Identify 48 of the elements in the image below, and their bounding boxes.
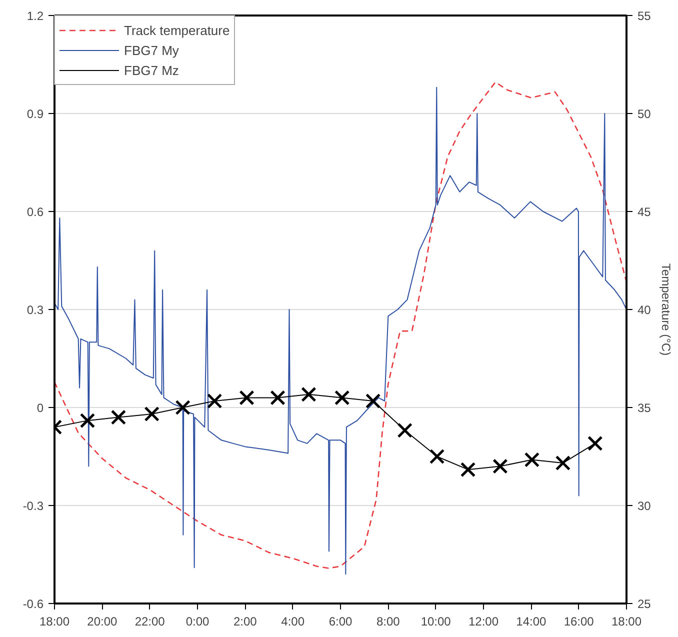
y-tick-label: 0 (36, 401, 44, 415)
y-tick-label: -0.6 (22, 597, 44, 611)
point (588, 436, 603, 452)
x-tick-label: 10:00 (420, 614, 452, 628)
point (334, 390, 350, 406)
point (80, 412, 96, 428)
y2-tick-label: 30 (638, 499, 652, 513)
point (144, 406, 160, 422)
x-tick-label: 14:00 (516, 614, 547, 628)
point (397, 422, 412, 438)
x-tick-label: 16:00 (564, 614, 594, 628)
y2-tick-label: 40 (638, 303, 652, 317)
y-tick-label: 0.3 (26, 303, 44, 317)
x-tick-label: 22:00 (134, 614, 166, 628)
x-tick-label: 0:00 (186, 614, 210, 628)
x-tick-label: 4:00 (281, 614, 305, 628)
y-tick-label: 1.2 (26, 9, 44, 23)
x-tick-label: 18:00 (39, 614, 70, 628)
legend-label: FBG7 My (124, 42, 179, 58)
y-tick-label: 0.9 (26, 107, 44, 121)
x-tick-label: 20:00 (87, 614, 118, 628)
legend-label: FBG7 Mz (124, 62, 179, 78)
point (175, 400, 190, 416)
point (301, 386, 316, 402)
y2-tick-label: 50 (638, 107, 652, 121)
point (492, 458, 508, 474)
point (239, 390, 254, 406)
x-tick-label: 6:00 (328, 614, 353, 628)
x-tick-label: 2:00 (233, 614, 258, 628)
legend-label: Track temperature (124, 22, 230, 38)
y2-axis-title: Temperature (°C) (658, 263, 673, 356)
y2-tick-label: 25 (638, 597, 652, 611)
y2-tick-label: 35 (638, 401, 652, 415)
y-tick-label: 0.6 (26, 205, 44, 219)
point (270, 390, 286, 406)
point (555, 455, 571, 471)
point (524, 452, 540, 468)
y2-tick-label: 45 (638, 205, 652, 219)
point (460, 462, 476, 478)
x-tick-label: 8:00 (376, 614, 400, 628)
y2-tick-label: 55 (638, 9, 652, 23)
x-tick-label: 12:00 (468, 614, 499, 628)
x-tick-label: 18:00 (611, 614, 642, 628)
point (110, 410, 126, 425)
point (206, 393, 222, 409)
point (429, 448, 445, 464)
y-tick-label: -0.3 (22, 499, 44, 513)
point (365, 393, 381, 409)
